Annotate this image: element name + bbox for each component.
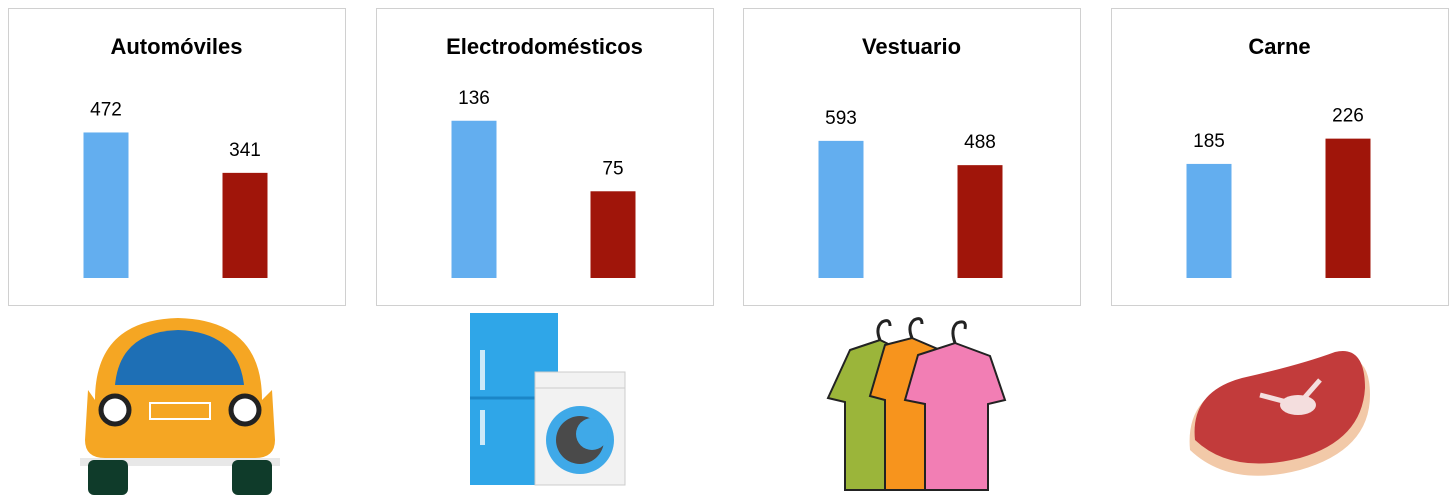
chart-title: Vestuario — [862, 34, 961, 59]
bar — [958, 165, 1003, 278]
data-label: 185 — [1193, 131, 1225, 152]
dashboard: Automóviles 472 341 Electrodomésticos 136 75 V… — [0, 0, 1449, 495]
bar — [1326, 139, 1371, 278]
bar — [84, 132, 129, 278]
data-label: 472 — [90, 99, 122, 120]
page: Automóviles 472 341 Electrodomésticos 136 75 V… — [0, 0, 1449, 495]
data-label: 488 — [964, 132, 996, 153]
chart-title: Automóviles — [110, 34, 242, 59]
data-label: 75 — [602, 158, 623, 179]
chart-title: Carne — [1248, 34, 1310, 59]
bar — [591, 191, 636, 278]
data-label: 226 — [1332, 106, 1364, 127]
bar — [223, 173, 268, 278]
car-icon — [80, 318, 280, 495]
data-label: 341 — [229, 140, 261, 161]
clothes-icon — [828, 319, 1005, 490]
data-label: 136 — [458, 88, 490, 109]
bar — [819, 141, 864, 278]
data-label: 593 — [825, 108, 857, 129]
bar — [452, 121, 497, 278]
bar — [1187, 164, 1232, 278]
meat-icon — [1190, 351, 1370, 476]
appliance-icon — [470, 313, 625, 485]
chart-title: Electrodomésticos — [446, 34, 643, 59]
